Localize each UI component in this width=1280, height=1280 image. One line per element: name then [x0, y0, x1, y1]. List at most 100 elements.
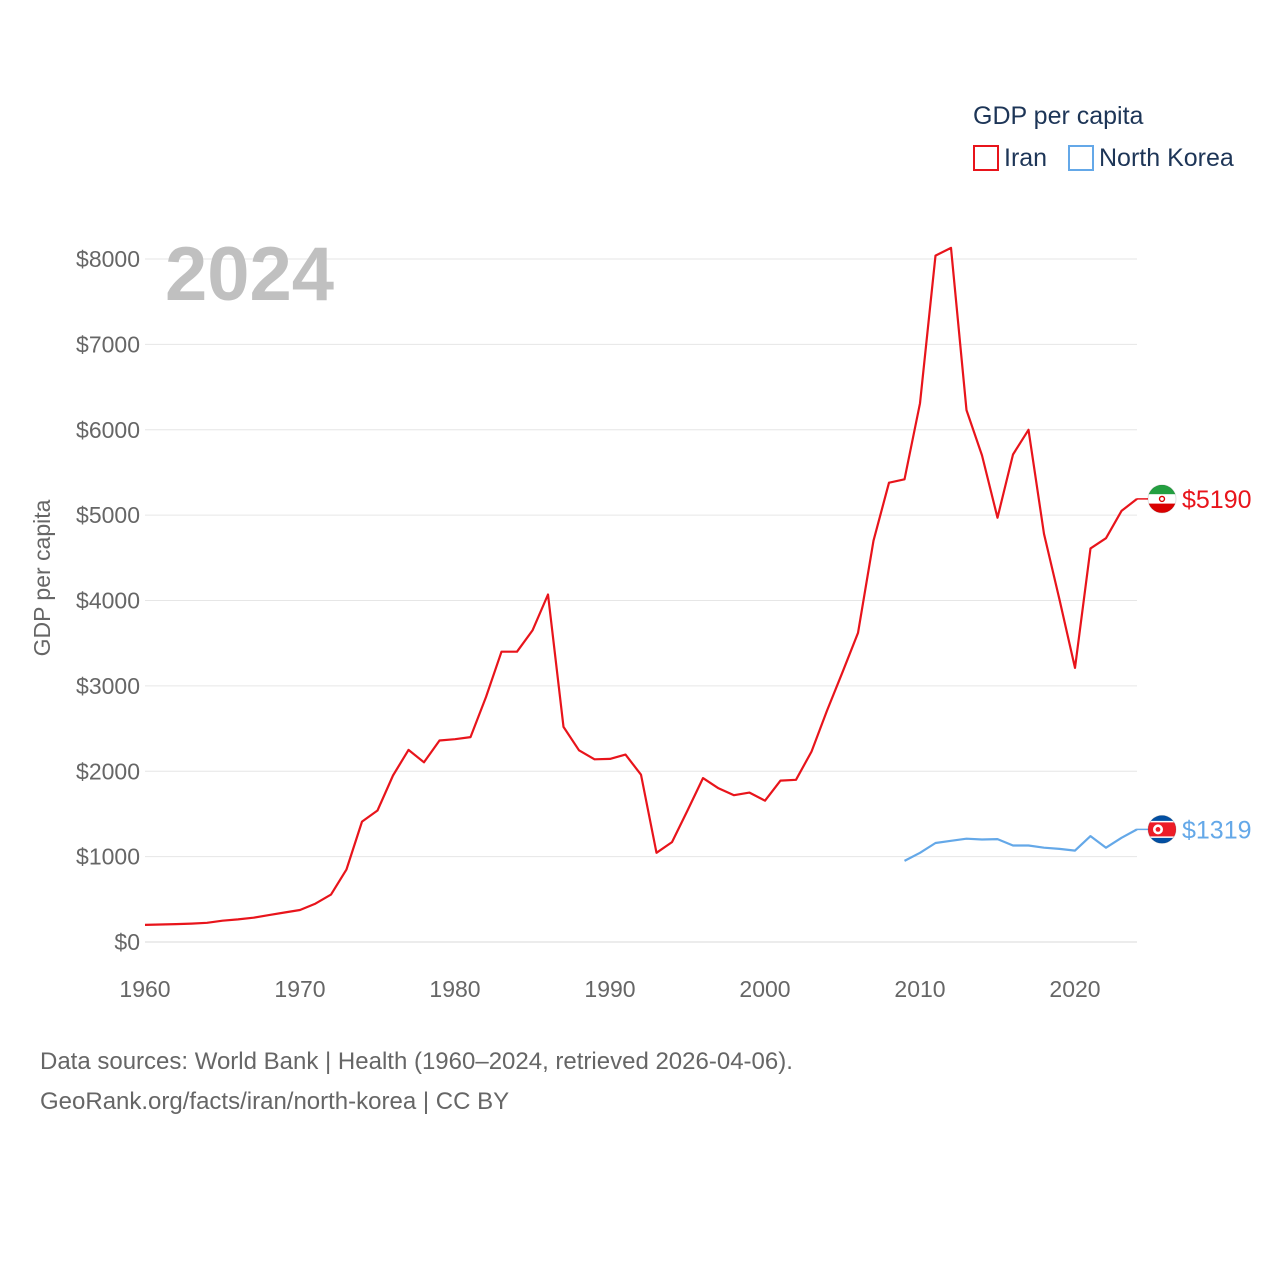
legend-swatch-iran [973, 145, 999, 171]
series-line-iran [144, 246, 1138, 926]
data-point-iran [435, 736, 445, 746]
x-tick-label: 2000 [739, 976, 790, 1002]
data-point-iran [187, 919, 197, 929]
data-point-iran [621, 750, 631, 760]
data-point-iran [543, 590, 553, 600]
data-point-iran [683, 806, 693, 816]
data-point-iran [342, 864, 352, 874]
data-point-iran [1008, 450, 1018, 460]
data-point-iran [900, 474, 910, 484]
series-end-labels: $5190 $1319 [1137, 484, 1252, 844]
data-point-iran [745, 788, 755, 798]
end-label-iran: $5190 [1182, 486, 1252, 514]
data-point-north-korea [946, 836, 956, 846]
data-point-iran [373, 806, 383, 816]
data-point-iran [605, 754, 615, 764]
data-point-iran [450, 734, 460, 744]
data-point-iran [667, 837, 677, 847]
y-tick-label: $4000 [76, 588, 140, 614]
data-point-iran [481, 692, 491, 702]
data-point-iran [977, 450, 987, 460]
data-point-iran [791, 775, 801, 785]
y-tick-label: $7000 [76, 331, 140, 357]
data-point-iran [714, 783, 724, 793]
data-point-north-korea [1086, 831, 1096, 841]
data-point-iran [140, 920, 150, 930]
data-point-north-korea [962, 834, 972, 844]
data-point-iran [574, 745, 584, 755]
data-point-iran [233, 914, 243, 924]
year-label: 2024 [165, 232, 334, 317]
data-point-iran [946, 243, 956, 253]
x-tick-label: 1960 [119, 976, 170, 1002]
data-point-iran [497, 647, 507, 657]
legend-title: GDP per capita [973, 102, 1144, 130]
source-line-1: Data sources: World Bank | Health (1960–… [40, 1048, 793, 1075]
series-lines [140, 243, 1138, 930]
data-point-iran [466, 732, 476, 742]
data-point-north-korea [915, 848, 925, 858]
data-point-iran [295, 905, 305, 915]
data-point-iran [249, 913, 259, 923]
data-point-iran [357, 817, 367, 827]
data-point-iran [590, 754, 600, 764]
data-point-iran [729, 790, 739, 800]
data-point-iran [171, 919, 181, 929]
data-point-iran [1086, 543, 1096, 553]
data-point-iran [1039, 529, 1049, 539]
end-label-north-korea: $1319 [1182, 816, 1252, 844]
x-tick-label: 1970 [274, 976, 325, 1002]
data-point-iran [1070, 663, 1080, 673]
data-point-iran [404, 745, 414, 755]
data-point-iran [419, 757, 429, 767]
data-point-iran [838, 667, 848, 677]
data-point-iran [807, 747, 817, 757]
x-axis-ticks: 1960 1970 1980 1990 2000 2010 2020 [119, 976, 1100, 1002]
data-point-iran [388, 771, 398, 781]
y-tick-label: $0 [114, 929, 140, 955]
data-point-iran [636, 770, 646, 780]
data-point-iran [652, 848, 662, 858]
data-point-iran [915, 398, 925, 408]
data-point-iran [264, 910, 274, 920]
data-point-iran [559, 722, 569, 732]
legend-label-north-korea: North Korea [1099, 144, 1234, 172]
data-point-iran [1055, 595, 1065, 605]
y-axis-label: GDP per capita [29, 499, 55, 656]
y-axis-ticks: $0 $1000 $2000 $3000 $4000 $5000 $6000 $7000 $80… [76, 246, 140, 955]
data-point-iran [280, 908, 290, 918]
data-point-iran [884, 478, 894, 488]
gridlines [145, 258, 1137, 943]
data-point-iran [156, 919, 166, 929]
data-point-north-korea [977, 835, 987, 845]
y-tick-label: $2000 [76, 758, 140, 784]
x-tick-label: 1990 [584, 976, 635, 1002]
x-tick-label: 1980 [429, 976, 480, 1002]
legend: GDP per capita Iran North Korea [973, 102, 1234, 172]
data-point-iran [1117, 506, 1127, 516]
data-point-iran [1101, 533, 1111, 543]
legend-swatch-north-korea [1068, 145, 1094, 171]
data-point-north-korea [1070, 846, 1080, 856]
data-point-iran [218, 916, 228, 926]
data-point-north-korea [1117, 833, 1127, 843]
y-tick-label: $8000 [76, 246, 140, 272]
x-tick-label: 2020 [1049, 976, 1100, 1002]
data-point-iran [698, 773, 708, 783]
north-korea-flag-icon [1147, 814, 1177, 844]
data-point-iran [822, 706, 832, 716]
y-tick-label: $1000 [76, 844, 140, 870]
data-point-iran [869, 536, 879, 546]
data-point-north-korea [1039, 843, 1049, 853]
data-point-north-korea [993, 834, 1003, 844]
data-point-north-korea [931, 838, 941, 848]
x-tick-label: 2010 [894, 976, 945, 1002]
data-point-iran [326, 890, 336, 900]
data-point-iran [962, 405, 972, 415]
legend-label-iran: Iran [1004, 144, 1047, 172]
data-point-iran [311, 899, 321, 909]
source-line-2: GeoRank.org/facts/iran/north-korea | CC … [40, 1088, 510, 1115]
data-point-iran [853, 628, 863, 638]
data-point-north-korea [1008, 841, 1018, 851]
data-point-north-korea [900, 856, 910, 866]
